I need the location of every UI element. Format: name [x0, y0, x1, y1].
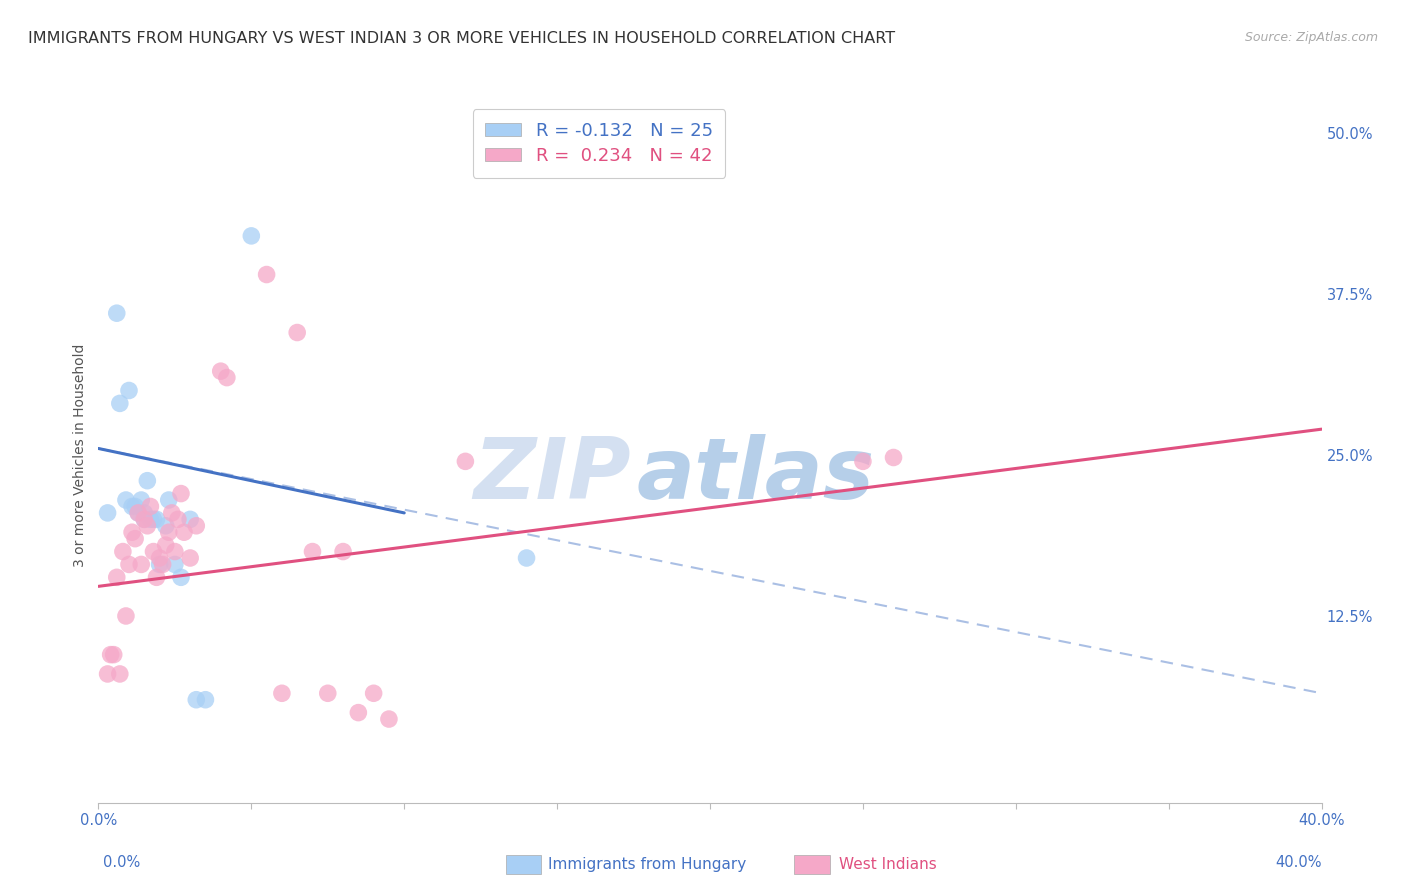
Point: [149, 551, 172, 566]
Point: [194, 692, 217, 706]
Point: [155, 518, 177, 533]
Point: [332, 544, 354, 558]
Point: [160, 506, 183, 520]
Point: [108, 667, 131, 681]
Point: [157, 525, 180, 540]
Point: [134, 506, 156, 520]
Point: [115, 493, 138, 508]
Point: [139, 500, 162, 514]
Y-axis label: 3 or more Vehicles in Household: 3 or more Vehicles in Household: [73, 343, 87, 566]
Point: [129, 558, 152, 572]
Point: [121, 525, 143, 540]
Point: [121, 500, 143, 514]
Point: [209, 364, 232, 378]
Point: [270, 686, 292, 700]
Point: [186, 692, 208, 706]
Point: [883, 450, 905, 465]
Point: [186, 518, 208, 533]
Point: [256, 268, 278, 282]
Point: [215, 370, 238, 384]
Point: [152, 558, 174, 572]
Text: 0.0%: 0.0%: [103, 855, 139, 870]
Point: [97, 506, 120, 520]
Point: [163, 558, 186, 572]
Point: [134, 512, 156, 526]
Point: [149, 558, 172, 572]
Point: [134, 512, 156, 526]
Point: [108, 396, 131, 410]
Legend: R = -0.132   N = 25, R =  0.234   N = 42: R = -0.132 N = 25, R = 0.234 N = 42: [472, 109, 725, 178]
Point: [316, 686, 339, 700]
Point: [173, 525, 195, 540]
Text: West Indians: West Indians: [839, 857, 938, 871]
Point: [170, 486, 193, 500]
Point: [115, 609, 138, 624]
Point: [127, 506, 149, 520]
Point: [363, 686, 385, 700]
Point: [136, 474, 159, 488]
Point: [129, 493, 152, 508]
Point: [163, 544, 186, 558]
Point: [378, 712, 401, 726]
Point: [347, 706, 370, 720]
Point: [105, 306, 128, 320]
Text: ZIP: ZIP: [472, 434, 630, 517]
Text: 40.0%: 40.0%: [1275, 855, 1322, 870]
Point: [139, 512, 162, 526]
Point: [301, 544, 323, 558]
Point: [285, 326, 308, 340]
Point: [145, 512, 167, 526]
Point: [118, 558, 141, 572]
Point: [157, 493, 180, 508]
Text: Immigrants from Hungary: Immigrants from Hungary: [548, 857, 747, 871]
Point: [170, 570, 193, 584]
Text: atlas: atlas: [637, 434, 875, 517]
Text: IMMIGRANTS FROM HUNGARY VS WEST INDIAN 3 OR MORE VEHICLES IN HOUSEHOLD CORRELATI: IMMIGRANTS FROM HUNGARY VS WEST INDIAN 3…: [28, 31, 896, 46]
Point: [852, 454, 875, 468]
Point: [127, 506, 149, 520]
Point: [142, 544, 165, 558]
Text: Source: ZipAtlas.com: Source: ZipAtlas.com: [1244, 31, 1378, 45]
Point: [142, 512, 165, 526]
Point: [124, 532, 146, 546]
Point: [155, 538, 177, 552]
Point: [105, 570, 128, 584]
Point: [167, 512, 190, 526]
Point: [111, 544, 134, 558]
Point: [454, 454, 477, 468]
Point: [516, 551, 538, 566]
Point: [145, 570, 167, 584]
Point: [179, 512, 201, 526]
Point: [118, 384, 141, 398]
Point: [136, 518, 159, 533]
Point: [179, 551, 201, 566]
Point: [103, 648, 125, 662]
Point: [124, 500, 146, 514]
Point: [97, 667, 120, 681]
Point: [240, 228, 263, 243]
Point: [100, 648, 122, 662]
